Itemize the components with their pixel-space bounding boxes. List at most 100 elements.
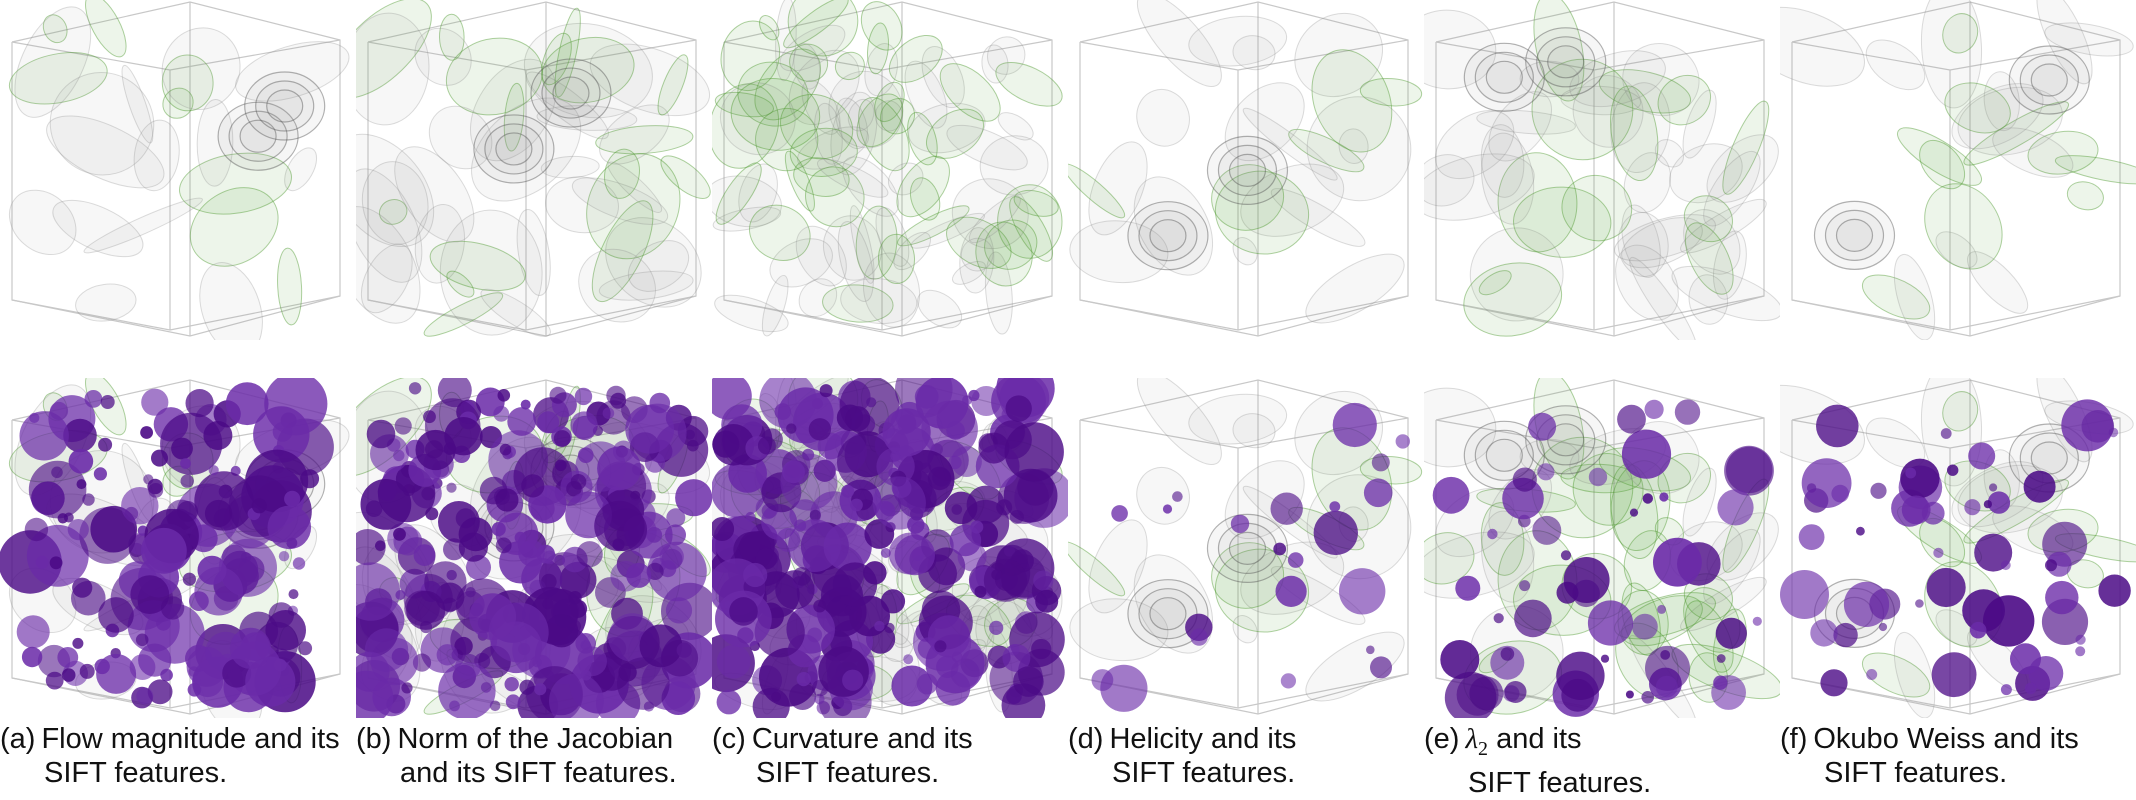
subfigure-b: (b) Norm of the Jacobian and its SIFT feat…: [356, 0, 712, 791]
subfigure-label: (a): [0, 723, 36, 755]
sift-feature: [2075, 634, 2086, 645]
sift-feature: [1940, 428, 1952, 439]
sift-feature: [626, 562, 652, 588]
sift-feature: [796, 672, 811, 687]
sift-feature: [140, 426, 154, 439]
sift-feature: [534, 683, 547, 696]
sift-feature: [788, 519, 841, 572]
sift-feature: [1004, 422, 1064, 482]
sift-feature: [1230, 514, 1250, 534]
sift-feature: [393, 527, 406, 541]
sift-feature: [1440, 640, 1480, 679]
sift-feature: [147, 679, 173, 705]
sift-feature: [1519, 580, 1531, 592]
sift-feature: [1713, 675, 1728, 690]
sift-feature: [1504, 681, 1527, 703]
sift-feature: [1500, 647, 1515, 661]
sift-feature: [712, 378, 752, 420]
sift-feature: [752, 687, 790, 718]
sift-features: [0, 378, 334, 713]
sift-feature: [625, 404, 675, 454]
sift-feature: [436, 644, 458, 666]
sift-feature: [934, 640, 947, 653]
sift-feature: [469, 593, 517, 640]
sift-feature: [203, 421, 233, 450]
sift-feature: [712, 462, 767, 518]
sift-feature: [789, 682, 817, 710]
sift-feature: [82, 493, 95, 506]
sift-feature: [1371, 453, 1390, 472]
sift-feature: [808, 418, 832, 441]
sift-feature: [292, 557, 306, 570]
sift-feature: [366, 419, 396, 449]
sift-feature: [568, 591, 582, 605]
sift-feature: [413, 544, 436, 566]
sift-feature: [818, 646, 869, 697]
sift-feature: [542, 598, 554, 610]
volume-rendering: [1424, 0, 1780, 340]
sift-feature: [225, 382, 269, 426]
caption-line-2: SIFT features.: [756, 757, 940, 789]
sift-feature: [1715, 617, 1747, 649]
sift-feature: [1280, 673, 1296, 689]
sift-feature: [401, 682, 413, 694]
sift-feature: [1645, 645, 1690, 691]
sift-feature: [1432, 476, 1470, 514]
sift-feature: [520, 399, 531, 410]
sift-feature: [1933, 547, 1944, 558]
sift-feature: [983, 558, 1027, 602]
sift-feature: [1915, 599, 1924, 608]
sift-feature: [1111, 505, 1128, 522]
sift-feature: [951, 446, 982, 477]
sift-feature: [68, 449, 94, 474]
sift-feature: [661, 639, 699, 677]
sift-feature: [1717, 489, 1754, 526]
flow-volume: [1780, 0, 2136, 340]
sift-feature: [189, 591, 209, 611]
sift-feature: [597, 446, 642, 491]
sift-feature: [1332, 402, 1377, 448]
sift-feature: [57, 647, 79, 668]
sift-feature: [438, 501, 480, 543]
sift-feature: [143, 474, 154, 485]
sift-feature: [874, 620, 885, 632]
caption-line-2: SIFT features.: [1112, 757, 1296, 789]
caption-line-2: SIFT features.: [44, 757, 228, 789]
sift-feature: [1455, 575, 1481, 601]
sift-feature: [1600, 654, 1610, 663]
sift-feature: [2061, 399, 2114, 452]
sift-feature: [364, 628, 409, 672]
sift-feature: [98, 597, 134, 633]
sift-feature: [94, 658, 110, 675]
sift-feature: [298, 641, 313, 656]
sift-feature: [1537, 463, 1555, 481]
sift-feature: [1588, 467, 1608, 487]
sift-feature: [1983, 500, 1992, 509]
sift-feature: [894, 534, 935, 576]
sift-feature: [1653, 537, 1702, 587]
sift-feature: [759, 378, 817, 429]
sift-feature: [1878, 622, 1888, 632]
sift-feature: [845, 406, 871, 432]
sift-feature: [968, 389, 980, 402]
sift-feature: [1370, 656, 1392, 679]
sift-feature: [28, 460, 87, 519]
sift-feature: [284, 490, 301, 507]
subfigure-c: (c) Curvature and its SIFT features.: [712, 0, 1068, 791]
sift-feature: [1625, 690, 1634, 699]
sift-feature: [914, 384, 939, 409]
sift-feature: [1091, 669, 1114, 691]
sift-feature: [135, 633, 149, 647]
sift-feature: [936, 655, 959, 678]
sift-feature: [1172, 491, 1183, 502]
caption-line-2: and its SIFT features.: [400, 757, 677, 789]
sift-features: [356, 378, 712, 718]
sift-feature: [79, 663, 95, 679]
sift-feature: [1031, 638, 1052, 660]
sift-feature: [1493, 613, 1504, 624]
sift-feature: [1456, 673, 1499, 716]
sift-feature: [566, 481, 582, 497]
sift-feature: [356, 562, 401, 621]
sift-feature: [425, 507, 439, 521]
subfigure-caption: (b) Norm of the Jacobian and its SIFT feat…: [356, 722, 712, 790]
